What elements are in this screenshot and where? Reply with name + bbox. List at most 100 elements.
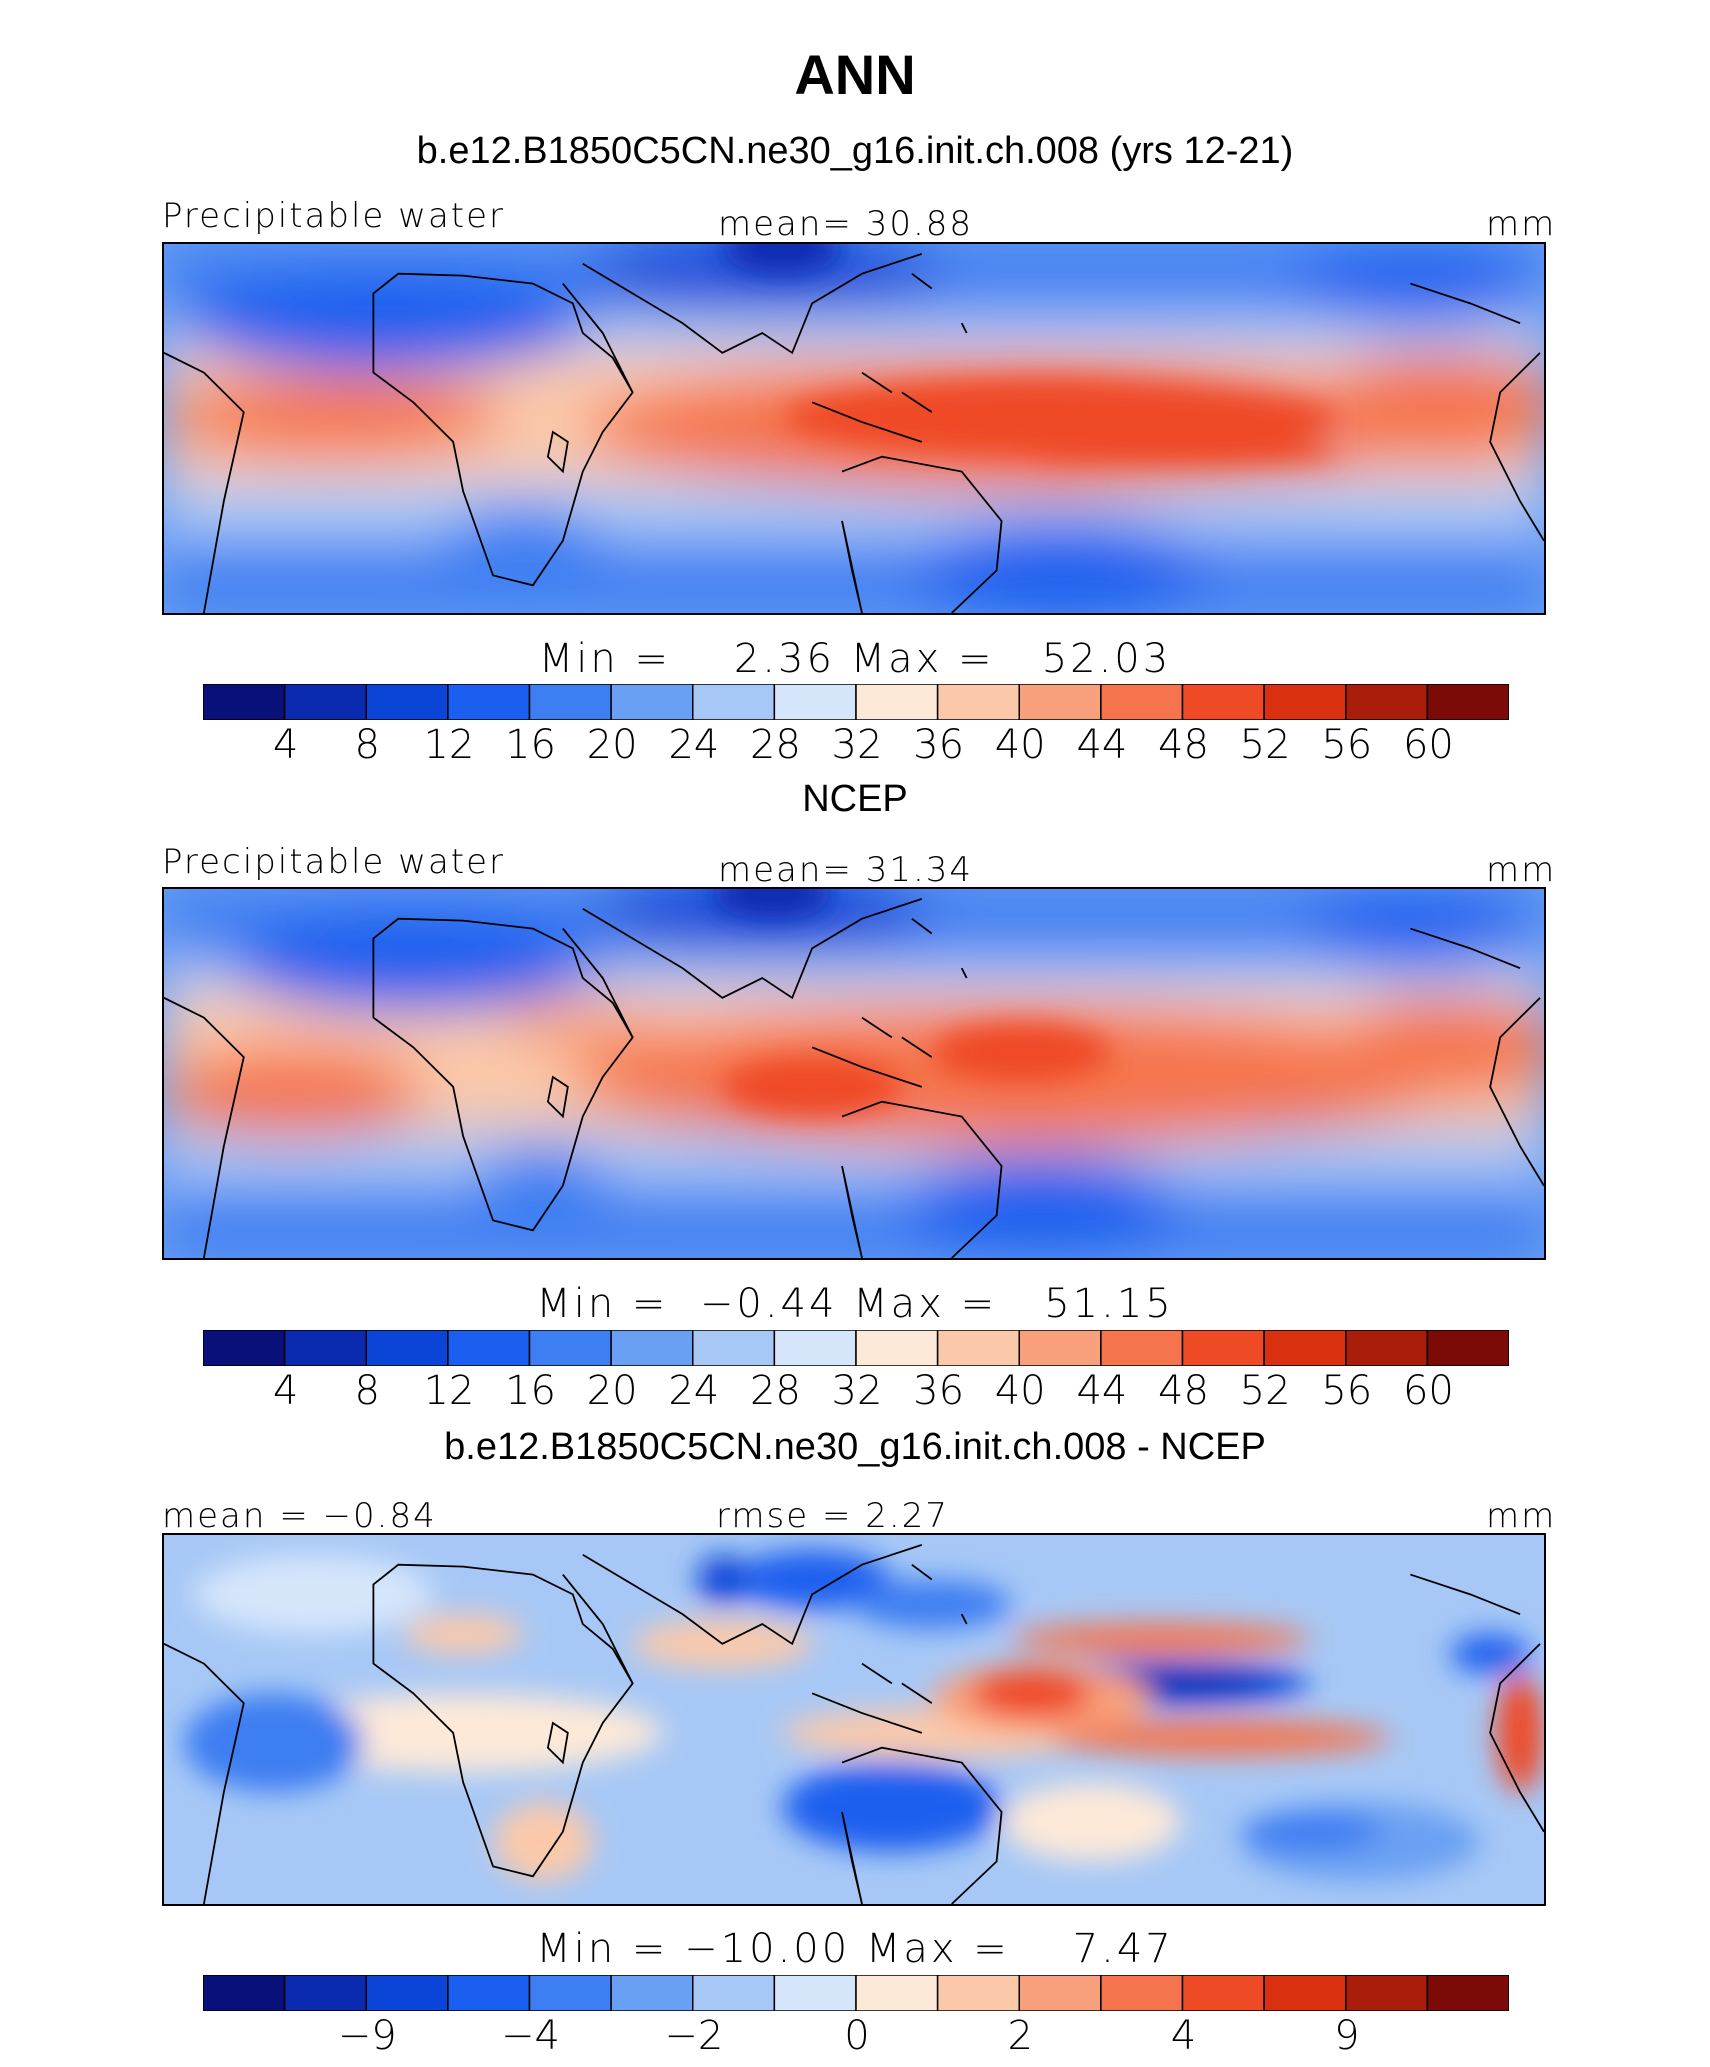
panel2-tick: 48: [1158, 1368, 1209, 1414]
colorbar-swatch: [447, 1975, 531, 2011]
colorbar-swatch: [936, 1330, 1020, 1366]
colorbar-swatch: [1345, 1975, 1429, 2011]
panel1-tick: 48: [1158, 722, 1209, 768]
panel2-tick: 28: [749, 1368, 801, 1414]
panel1-variable-label: Precipitable water: [162, 196, 506, 236]
panel3-mean-label: mean = −0.84: [162, 1496, 437, 1536]
panel3-units-label: mm: [1486, 1496, 1557, 1536]
panel2-colorbar: [203, 1330, 1509, 1366]
panel2-colorbar-ticks: 4 8 12 16 20 24 28 32 36 40 44 48 52 56 …: [0, 1368, 1710, 1418]
panel1-tick: 44: [1076, 722, 1128, 768]
colorbar-swatch: [365, 1330, 449, 1366]
colorbar-swatch: [528, 684, 612, 720]
panel3-tick: −4: [501, 2013, 560, 2059]
colorbar-swatch: [1426, 1975, 1509, 2011]
colorbar-swatch: [773, 1975, 857, 2011]
panel2-tick: 60: [1402, 1368, 1454, 1414]
colorbar-swatch: [1263, 1330, 1347, 1366]
colorbar-swatch: [936, 684, 1020, 720]
colorbar-swatch: [1426, 1330, 1509, 1366]
colorbar-swatch: [610, 684, 694, 720]
colorbar-swatch: [203, 1975, 286, 2011]
panel3-title: b.e12.B1850C5CN.ne30_g16.init.ch.008 - N…: [444, 1426, 1266, 1468]
colorbar-swatch: [855, 684, 939, 720]
colorbar-swatch: [692, 1975, 776, 2011]
colorbar-swatch: [283, 1975, 367, 2011]
panel2-tick: 8: [354, 1368, 380, 1414]
panel2-tick: 4: [272, 1368, 299, 1414]
colorbar-swatch: [1263, 684, 1347, 720]
panel3-colorbar-ticks: −9 −4 −2 0 2 4 9: [0, 2013, 1710, 2063]
panel2-variable-label: Precipitable water: [162, 842, 506, 882]
colorbar-swatch: [773, 684, 857, 720]
colorbar-swatch: [528, 1330, 612, 1366]
panel2-map: [162, 887, 1546, 1260]
colorbar-swatch: [365, 1975, 449, 2011]
panel2-tick: 36: [913, 1368, 965, 1414]
colorbar-swatch: [610, 1330, 694, 1366]
panel2-tick: 44: [1076, 1368, 1128, 1414]
colorbar-swatch: [528, 1975, 612, 2011]
panel3-map: [162, 1533, 1546, 1906]
panel2-units-label: mm: [1486, 850, 1557, 890]
colorbar-swatch: [1181, 1330, 1265, 1366]
panel1-minmax: Min = 2.36 Max = 52.03: [538, 636, 1172, 682]
colorbar-swatch: [1018, 684, 1102, 720]
colorbar-swatch: [855, 1975, 939, 2011]
panel3-tick: 2: [1007, 2013, 1033, 2059]
panel1-tick: 56: [1321, 722, 1373, 768]
colorbar-swatch: [203, 1330, 286, 1366]
panel2-tick: 20: [586, 1368, 638, 1414]
colorbar-swatch: [447, 684, 531, 720]
panel1-tick: 32: [831, 722, 883, 768]
colorbar-swatch: [692, 684, 776, 720]
panel1-tick: 20: [586, 722, 638, 768]
panel2-mean-label: mean= 31.34: [718, 850, 974, 890]
colorbar-swatch: [1100, 1330, 1184, 1366]
panel2-tick: 32: [831, 1368, 883, 1414]
panel3-tick: 0: [844, 2013, 870, 2059]
panel3-minmax: Min = −10.00 Max = 7.47: [536, 1926, 1174, 1972]
colorbar-swatch: [283, 1330, 367, 1366]
colorbar-swatch: [1100, 684, 1184, 720]
panel3-tick: 4: [1170, 2013, 1197, 2059]
panel3-rmse-label: rmse = 2.27: [716, 1496, 949, 1536]
panel2-tick: 12: [423, 1368, 475, 1414]
figure-title: ANN: [794, 43, 916, 106]
panel2-minmax: Min = −0.44 Max = 51.15: [536, 1281, 1174, 1327]
panel2-tick: 56: [1321, 1368, 1373, 1414]
panel2-title: NCEP: [802, 778, 908, 820]
colorbar-swatch: [1345, 684, 1429, 720]
colorbar-swatch: [1263, 1975, 1347, 2011]
panel2-tick: 52: [1239, 1368, 1291, 1414]
panel1-tick: 8: [354, 722, 380, 768]
panel3-colorbar: [203, 1975, 1509, 2011]
panel1-title: b.e12.B1850C5CN.ne30_g16.init.ch.008 (yr…: [416, 130, 1294, 172]
colorbar-swatch: [1100, 1975, 1184, 2011]
panel1-tick: 52: [1239, 722, 1291, 768]
panel1-colorbar-ticks: 4 8 12 16 20 24 28 32 36 40 44 48 52 56 …: [0, 722, 1710, 772]
colorbar-swatch: [855, 1330, 939, 1366]
colorbar-swatch: [203, 684, 286, 720]
panel2-tick: 24: [668, 1368, 720, 1414]
panel1-tick: 36: [913, 722, 965, 768]
colorbar-swatch: [1345, 1330, 1429, 1366]
colorbar-swatch: [1181, 684, 1265, 720]
panel2-tick: 40: [994, 1368, 1046, 1414]
panel1-units-label: mm: [1486, 204, 1557, 244]
colorbar-swatch: [936, 1975, 1020, 2011]
panel1-tick: 28: [749, 722, 801, 768]
panel1-tick: 40: [994, 722, 1046, 768]
panel3-tick: −2: [664, 2013, 724, 2059]
panel1-tick: 4: [272, 722, 299, 768]
colorbar-swatch: [283, 684, 367, 720]
panel3-tick: −9: [337, 2013, 397, 2059]
panel1-colorbar: [203, 684, 1509, 720]
panel1-tick: 16: [505, 722, 556, 768]
colorbar-swatch: [1181, 1975, 1265, 2011]
panel2-tick: 16: [505, 1368, 556, 1414]
colorbar-swatch: [773, 1330, 857, 1366]
panel1-mean-label: mean= 30.88: [718, 204, 974, 244]
colorbar-swatch: [1018, 1975, 1102, 2011]
panel1-tick: 24: [668, 722, 720, 768]
